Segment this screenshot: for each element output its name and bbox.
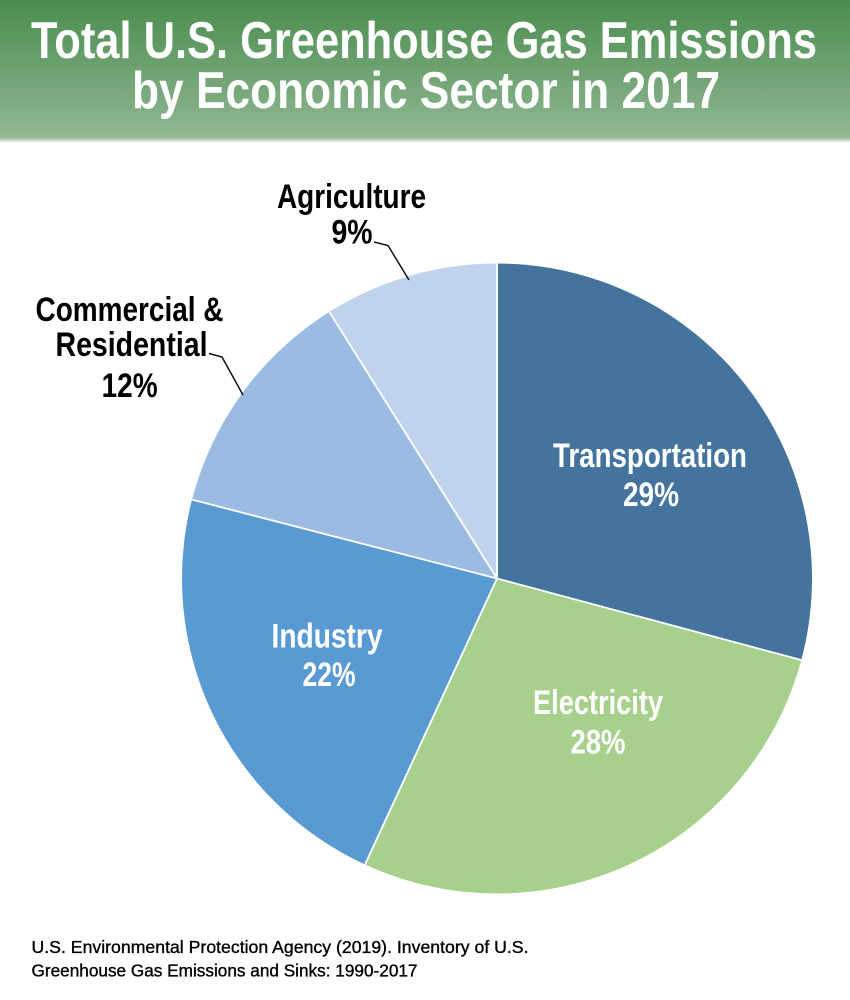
svg-text:Industry: Industry: [272, 618, 383, 656]
svg-text:Electricity: Electricity: [533, 684, 663, 722]
svg-text:29%: 29%: [623, 476, 679, 514]
svg-text:Transportation: Transportation: [553, 437, 747, 475]
svg-text:U.S. Environmental Protection: U.S. Environmental Protection Agency (20…: [32, 937, 529, 957]
svg-text:Residential: Residential: [56, 326, 208, 364]
svg-text:by Economic Sector in 2017: by Economic Sector in 2017: [132, 62, 720, 120]
svg-text:28%: 28%: [571, 724, 626, 762]
svg-text:Total U.S. Greenhouse Gas Emis: Total U.S. Greenhouse Gas Emissions: [31, 12, 817, 70]
svg-text:Agriculture: Agriculture: [277, 178, 426, 216]
svg-text:12%: 12%: [102, 367, 158, 405]
svg-text:Greenhouse Gas Emissions and S: Greenhouse Gas Emissions and Sinks: 1990…: [32, 961, 418, 981]
svg-text:22%: 22%: [303, 656, 356, 694]
svg-text:Commercial &: Commercial &: [36, 291, 224, 329]
svg-text:9%: 9%: [332, 213, 373, 251]
